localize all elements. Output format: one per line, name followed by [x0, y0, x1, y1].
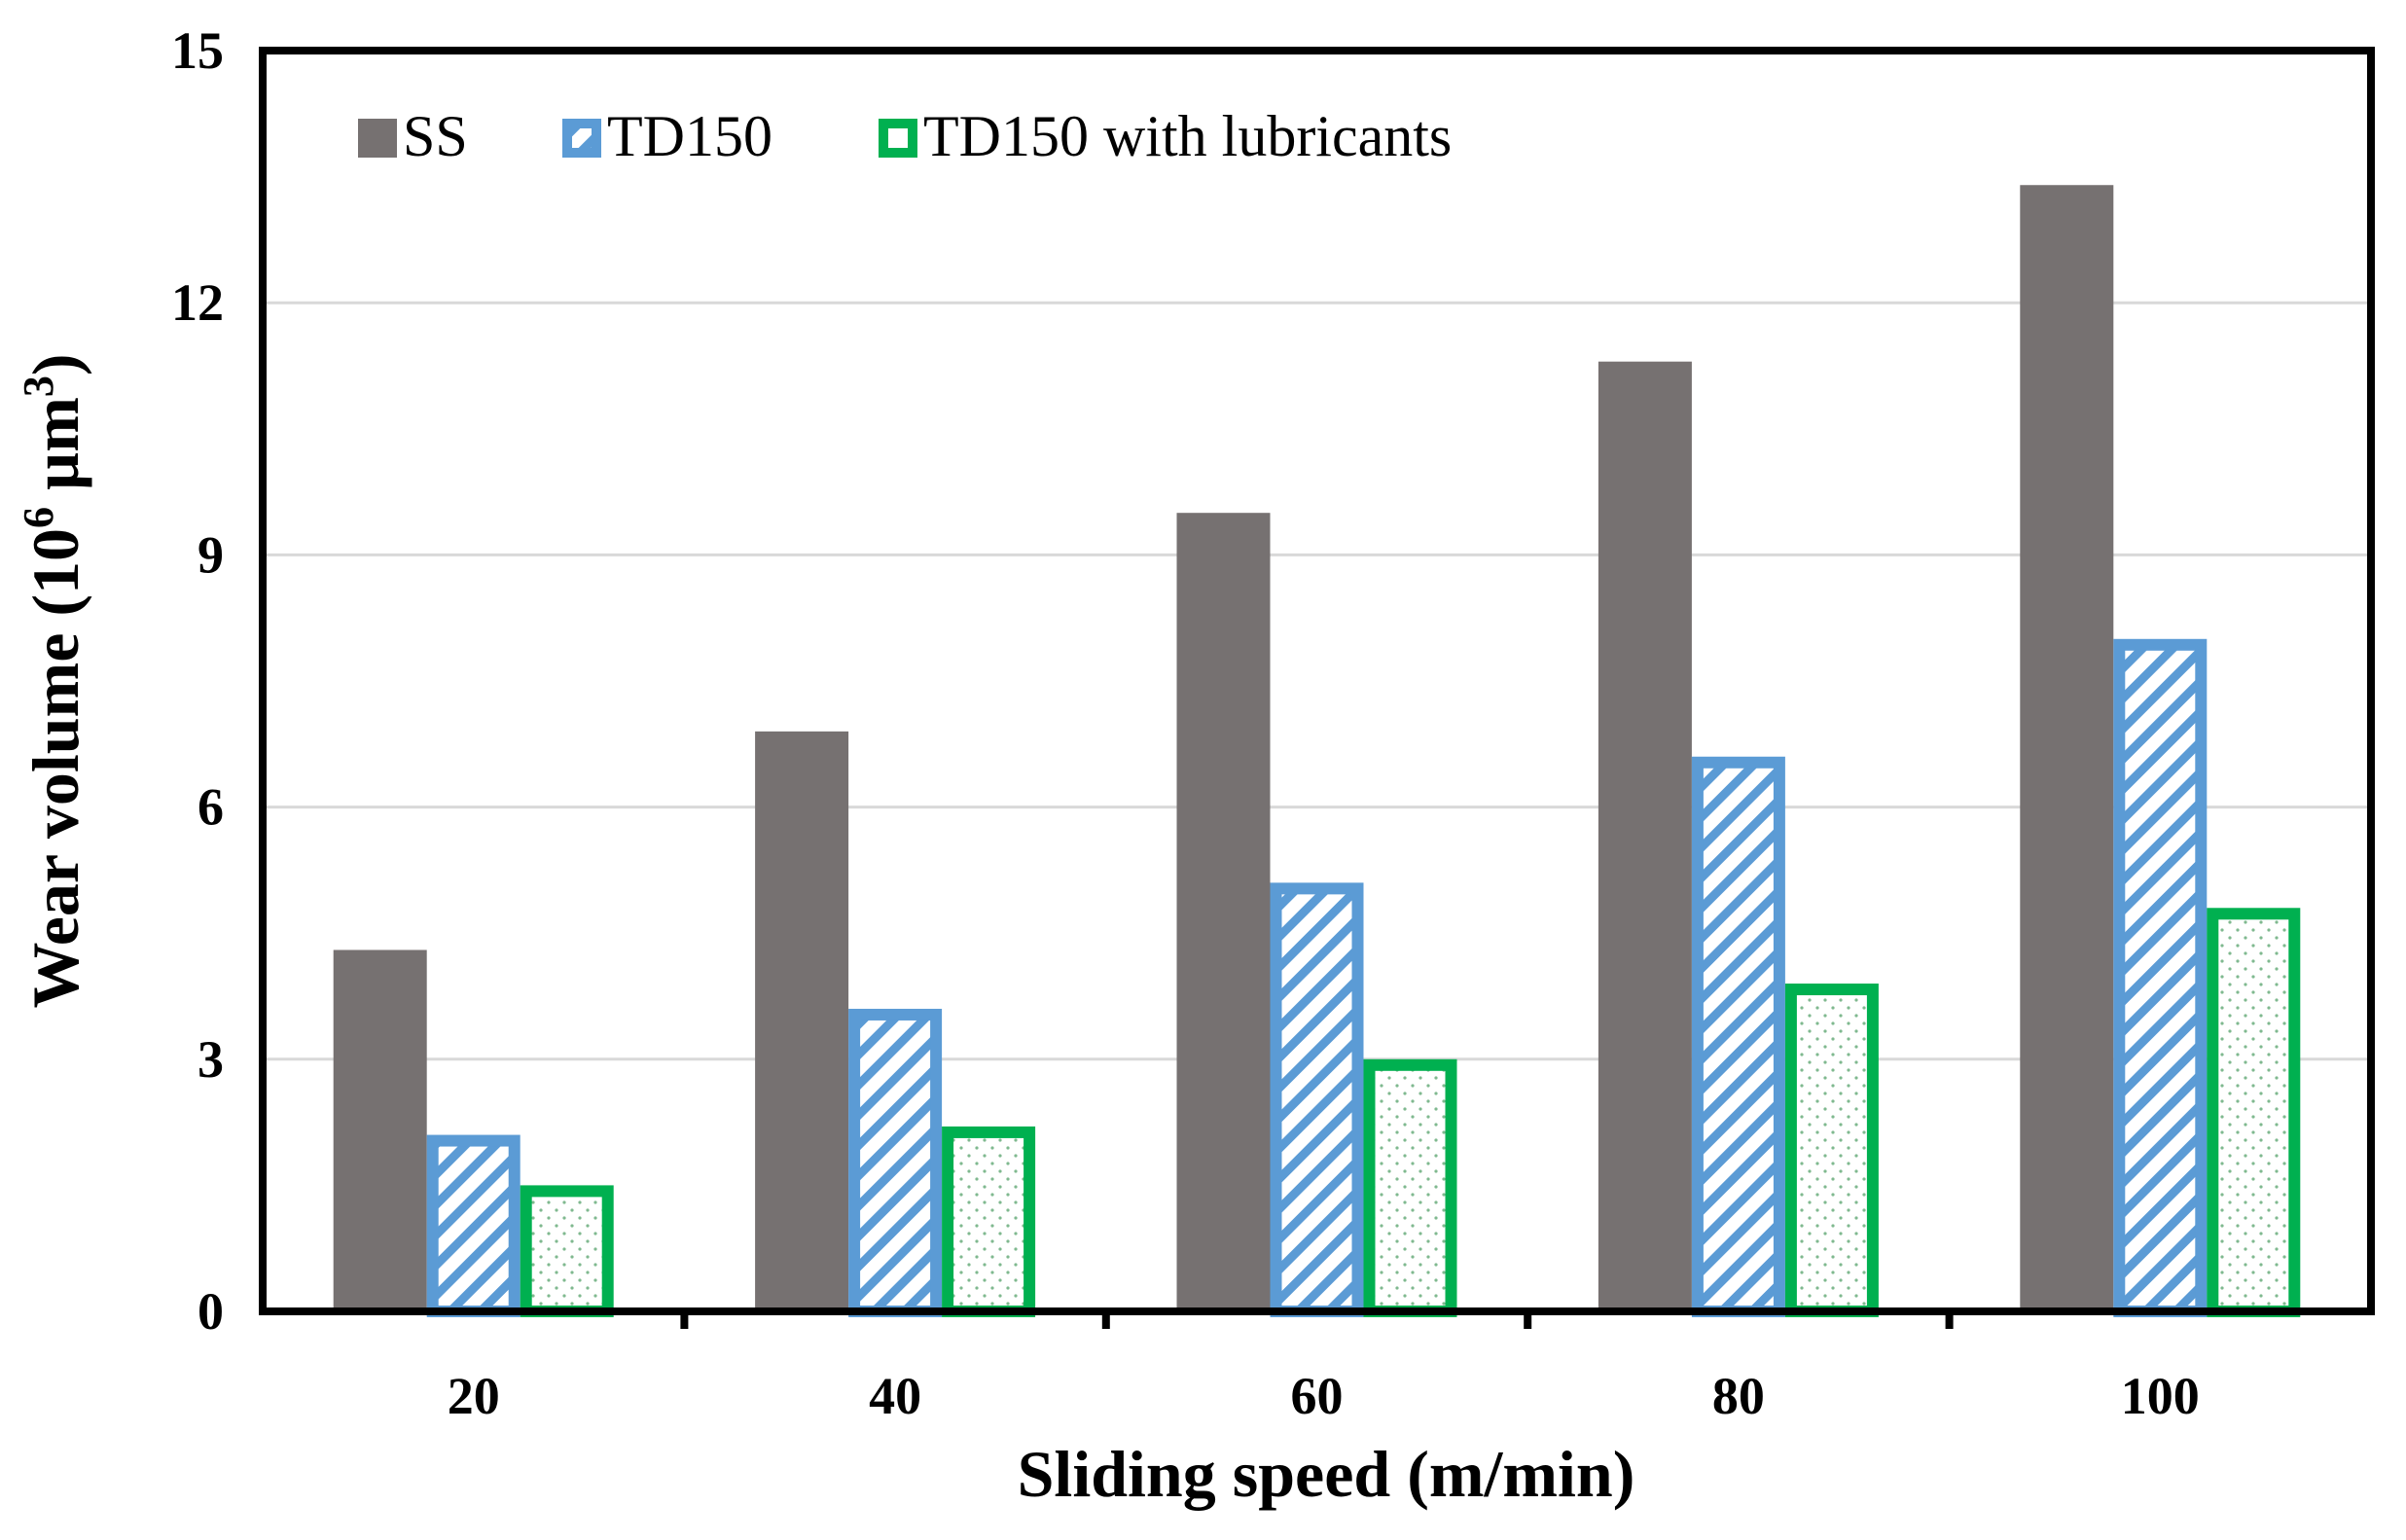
x-tick-label-60: 60: [1291, 1367, 1344, 1425]
y-axis-title-mid: µm: [18, 397, 92, 507]
bar-td150-with-lubricants-100: [2207, 908, 2301, 1318]
bars: [333, 185, 2301, 1318]
y-axis-title-base: Wear volume (10: [18, 528, 92, 1009]
y-tick-labels: 0 3 6 9 12 15: [171, 21, 224, 1341]
y-tick-label-6: 6: [198, 778, 224, 837]
bar-td150-with-lubricants-80: [1784, 984, 1879, 1317]
bar-td150-40: [848, 1008, 943, 1317]
legend-label-ss: SS: [403, 104, 468, 168]
x-tick-labels: 20 40 60 80 100: [448, 1367, 2200, 1425]
y-axis-title-exp2: 3: [15, 376, 62, 397]
x-tick-label-20: 20: [448, 1367, 500, 1425]
bar-ss-40: [755, 731, 849, 1311]
bar-td150-80: [1691, 756, 1785, 1317]
y-axis-title: Wear volume (106 µm3): [15, 353, 92, 1008]
bar-ss-80: [1598, 361, 1692, 1311]
y-tick-label-15: 15: [171, 21, 224, 80]
bar-td150-20: [426, 1134, 521, 1318]
y-axis-title-end: ): [18, 353, 92, 376]
bar-ss-100: [2020, 185, 2114, 1312]
bar-td150-with-lubricants-40: [942, 1126, 1036, 1318]
x-ticks: [680, 1311, 1954, 1329]
bar-ss-20: [333, 949, 427, 1311]
legend-swatch-td150-with-lubricants: [879, 119, 917, 158]
bar-td150-with-lubricants-20: [520, 1185, 614, 1318]
legend-label-td150: TD150: [607, 104, 772, 168]
bar-td150-60: [1270, 882, 1364, 1317]
legend: SS TD150 TD150 with lubricants: [358, 104, 1452, 168]
legend-label-td150-with-lubricants: TD150 with lubricants: [923, 104, 1452, 168]
y-tick-label-3: 3: [198, 1030, 224, 1089]
bar-td150-with-lubricants-60: [1363, 1058, 1457, 1318]
y-tick-label-12: 12: [171, 273, 224, 332]
legend-swatch-td150: [562, 119, 601, 158]
bar-ss-60: [1176, 513, 1271, 1311]
legend-swatch-ss: [358, 119, 397, 158]
y-axis-title-exp1: 6: [15, 507, 62, 528]
plot-frame: [259, 47, 2375, 1315]
y-tick-label-9: 9: [198, 525, 224, 584]
x-tick-label-100: 100: [2121, 1367, 2200, 1425]
x-tick-label-40: 40: [869, 1367, 921, 1425]
x-axis-title: Sliding speed (m/min): [1018, 1437, 1635, 1511]
bar-td150-100: [2113, 638, 2208, 1317]
y-tick-label-0: 0: [198, 1282, 224, 1341]
x-tick-label-80: 80: [1712, 1367, 1765, 1425]
